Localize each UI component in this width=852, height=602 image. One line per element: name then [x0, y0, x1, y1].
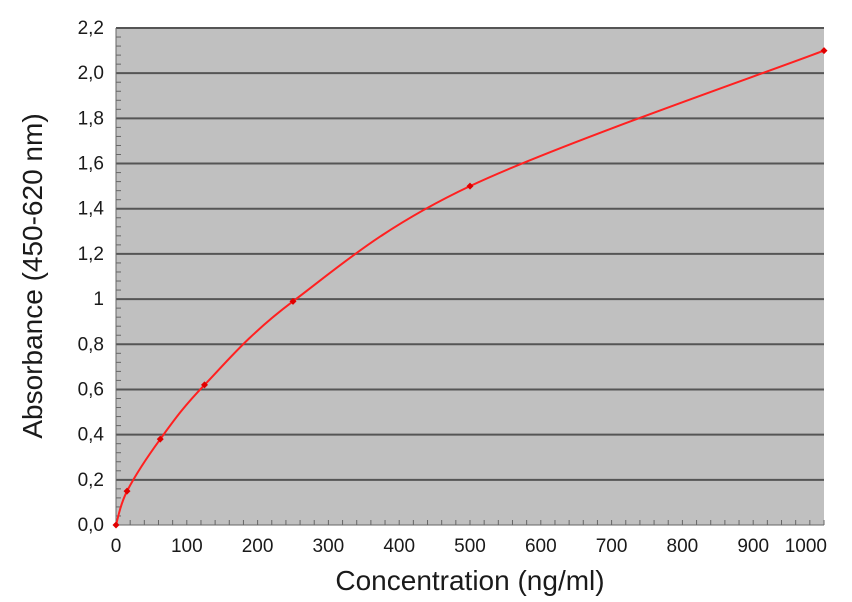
- y-tick-label: 1,4: [78, 199, 105, 220]
- x-tick-label: 0: [111, 536, 122, 557]
- x-tick-label: 200: [242, 536, 274, 557]
- data-point: [289, 297, 297, 305]
- x-tick-label: 300: [313, 536, 345, 557]
- x-axis-title: Concentration (ng/ml): [335, 565, 604, 596]
- y-tick-label: 0,4: [78, 425, 105, 446]
- x-tick-label: 400: [383, 536, 415, 557]
- x-tick-label: 700: [596, 536, 628, 557]
- x-tick-label: 100: [171, 536, 203, 557]
- data-point: [156, 435, 164, 443]
- x-tick-label: 900: [737, 536, 769, 557]
- x-tick-labels: 0 100 200 300 400 500 600 700 800 900 1000: [111, 536, 827, 557]
- plot-area: [116, 28, 824, 525]
- grid-lines: [116, 27, 824, 481]
- y-tick-label: 1,6: [78, 154, 104, 175]
- y-tick-label: 1: [93, 289, 104, 310]
- y-tick-label: 2,2: [78, 18, 104, 39]
- axes: [115, 28, 824, 526]
- data-point: [112, 521, 120, 529]
- data-point: [820, 47, 828, 55]
- y-tick-labels: 0,0 0,2 0,4 0,6 0,8 1 1,2 1,4 1,6 1,8 2,0 2,2: [78, 18, 105, 536]
- x-tick-label: 500: [454, 536, 486, 557]
- y-tick-label: 1,8: [78, 108, 104, 129]
- x-tick-label: 1000: [785, 536, 827, 557]
- minor-ticks: [115, 27, 825, 526]
- y-tick-label: 0,2: [78, 470, 104, 491]
- data-point: [466, 182, 474, 190]
- y-tick-label: 0,6: [78, 379, 104, 400]
- y-tick-label: 1,2: [78, 244, 104, 265]
- data-point: [123, 487, 131, 495]
- y-tick-label: 2,0: [78, 63, 104, 84]
- y-tick-label: 0,0: [78, 515, 104, 536]
- series-line: [115, 49, 825, 526]
- data-markers: [112, 47, 828, 529]
- y-tick-label: 0,8: [78, 334, 104, 355]
- data-point: [201, 381, 208, 389]
- x-tick-label: 600: [525, 536, 557, 557]
- y-axis-title: Absorbance (450-620 nm): [17, 113, 48, 438]
- x-tick-label: 800: [667, 536, 699, 557]
